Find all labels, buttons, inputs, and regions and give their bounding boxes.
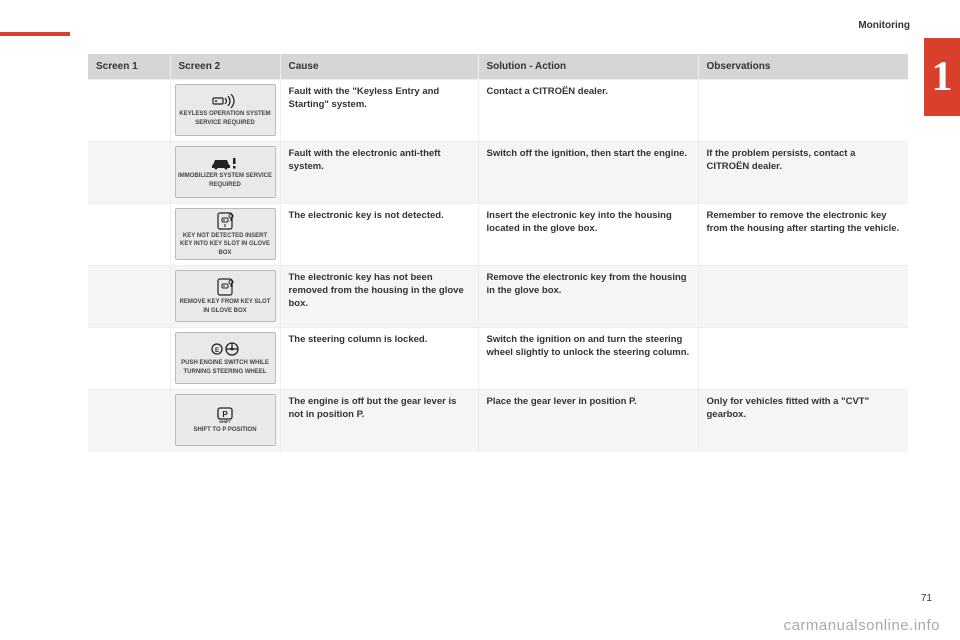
cell-solution: Switch off the ignition, then start the … <box>478 142 698 204</box>
cell-observations <box>698 328 908 390</box>
screen2-caption: KEYLESS OPERATION SYSTEM SERVICE REQUIRE… <box>178 110 273 126</box>
warnings-table: Screen 1 Screen 2 Cause Solution - Actio… <box>88 54 908 452</box>
cell-screen2: PSHIFT SHIFT TO P POSITION <box>170 390 280 452</box>
col-cause: Cause <box>280 54 478 80</box>
cell-screen1 <box>88 266 170 328</box>
cell-screen2: KEYLESS OPERATION SYSTEM SERVICE REQUIRE… <box>170 80 280 142</box>
section-heading: Monitoring <box>858 20 910 31</box>
cell-solution: Insert the electronic key into the housi… <box>478 204 698 266</box>
cell-cause: The electronic key is not detected. <box>280 204 478 266</box>
table-row: PSHIFT SHIFT TO P POSITION The engine is o… <box>88 390 908 452</box>
engine-wheel-icon: E <box>210 341 240 357</box>
cell-observations: Remember to remove the electronic key fr… <box>698 204 908 266</box>
cell-screen1 <box>88 390 170 452</box>
cell-screen2: REMOVE KEY FROM KEY SLOT IN GLOVE BOX <box>170 266 280 328</box>
table-row: E PUSH ENGINE SWITCH WHILE TURNING STEERI… <box>88 328 908 390</box>
svg-text:SHIFT: SHIFT <box>219 419 231 424</box>
screen2-caption: SHIFT TO P POSITION <box>193 426 256 434</box>
col-solution: Solution - Action <box>478 54 698 80</box>
cell-solution: Contact a CITROËN dealer. <box>478 80 698 142</box>
cell-solution: Remove the electronic key from the housi… <box>478 266 698 328</box>
cell-observations: If the problem persists, contact a CITRO… <box>698 142 908 204</box>
cell-cause: Fault with the electronic anti-theft sys… <box>280 142 478 204</box>
key-signal-icon <box>212 94 238 108</box>
cell-screen1 <box>88 328 170 390</box>
svg-text:P: P <box>222 410 228 419</box>
col-screen1: Screen 1 <box>88 54 170 80</box>
chapter-number: 1 <box>924 38 960 116</box>
table-row: REMOVE KEY FROM KEY SLOT IN GLOVE BOX The… <box>88 266 908 328</box>
cell-screen2: KEY NOT DETECTED INSERT KEY INTO KEY SLO… <box>170 204 280 266</box>
watermark: carmanualsonline.info <box>784 617 940 634</box>
cell-screen1 <box>88 142 170 204</box>
cell-cause: The steering column is locked. <box>280 328 478 390</box>
cell-solution: Place the gear lever in position P. <box>478 390 698 452</box>
cell-screen1 <box>88 80 170 142</box>
svg-text:E: E <box>215 348 219 354</box>
car-alert-icon <box>210 156 240 170</box>
cell-cause: Fault with the "Keyless Entry and Starti… <box>280 80 478 142</box>
col-screen2: Screen 2 <box>170 54 280 80</box>
screen2-caption: REMOVE KEY FROM KEY SLOT IN GLOVE BOX <box>178 298 273 314</box>
table-header-row: Screen 1 Screen 2 Cause Solution - Actio… <box>88 54 908 80</box>
page-number: 71 <box>921 593 932 604</box>
screen2-caption: KEY NOT DETECTED INSERT KEY INTO KEY SLO… <box>178 232 273 256</box>
cell-observations <box>698 266 908 328</box>
screen2-caption: PUSH ENGINE SWITCH WHILE TURNING STEERIN… <box>178 359 273 375</box>
accent-bar <box>0 32 70 36</box>
cell-solution: Switch the ignition on and turn the stee… <box>478 328 698 390</box>
table-row: KEYLESS OPERATION SYSTEM SERVICE REQUIRE… <box>88 80 908 142</box>
col-observations: Observations <box>698 54 908 80</box>
table-row: IMMOBILIZER SYSTEM SERVICE REQUIRED Fault… <box>88 142 908 204</box>
screen2-caption: IMMOBILIZER SYSTEM SERVICE REQUIRED <box>178 172 273 188</box>
cell-screen2: IMMOBILIZER SYSTEM SERVICE REQUIRED <box>170 142 280 204</box>
key-slot-icon <box>215 212 235 230</box>
key-remove-icon <box>215 278 235 296</box>
table-row: KEY NOT DETECTED INSERT KEY INTO KEY SLO… <box>88 204 908 266</box>
cell-observations: Only for vehicles fitted with a "CVT" ge… <box>698 390 908 452</box>
shift-p-icon: PSHIFT <box>214 406 236 424</box>
cell-cause: The engine is off but the gear lever is … <box>280 390 478 452</box>
cell-cause: The electronic key has not been removed … <box>280 266 478 328</box>
cell-observations <box>698 80 908 142</box>
cell-screen1 <box>88 204 170 266</box>
cell-screen2: E PUSH ENGINE SWITCH WHILE TURNING STEERI… <box>170 328 280 390</box>
